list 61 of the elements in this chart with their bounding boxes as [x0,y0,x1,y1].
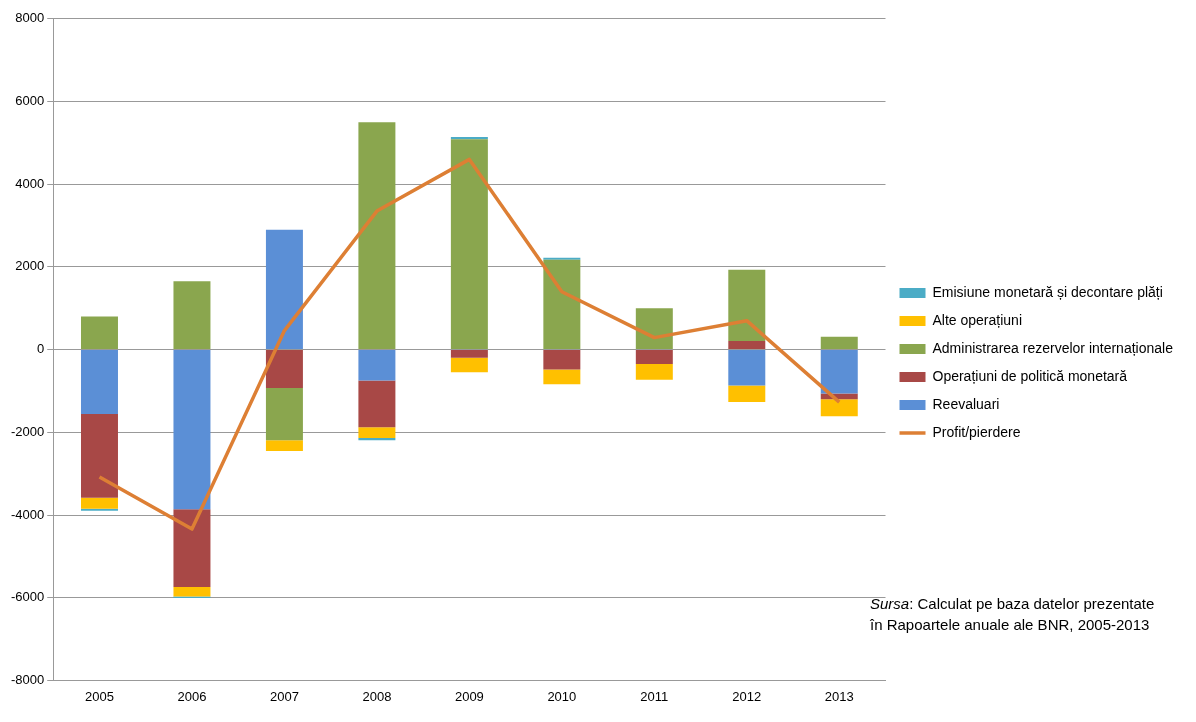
x-tick-label: 2006 [177,688,207,704]
y-tick-label: 8000 [15,10,45,26]
y-tick-label: 2000 [15,258,45,274]
bar [173,509,211,587]
bar [820,336,858,350]
legend-label: Operațiuni de politică monetară [932,367,1128,384]
y-tick-label: 6000 [15,93,45,109]
bar [728,269,766,341]
bar [173,350,211,510]
bar [820,350,858,394]
bar [265,229,303,350]
bar [543,350,581,370]
bar [450,137,488,140]
bar [450,139,488,350]
bar [543,259,581,350]
x-tick-label: 2013 [824,688,854,704]
y-tick-label: -2000 [11,423,45,439]
x-tick-label: 2010 [547,688,577,704]
bar [80,508,118,511]
legend-label: Profit/pierdere [932,423,1021,440]
bar [80,350,118,415]
bar [635,308,673,350]
bar [450,350,488,358]
bar [173,281,211,350]
legend-label: Emisiune monetară și decontare plăți [932,283,1163,300]
bar [265,350,303,389]
bar [728,350,766,386]
bar [543,369,581,385]
x-tick-label: 2005 [85,688,114,704]
legend-label: Reevaluari [932,395,1000,412]
bar [358,380,396,428]
x-tick-label: 2009 [454,688,484,704]
bar [450,357,488,373]
bar [820,399,858,417]
bar [728,340,766,350]
bar [358,122,396,350]
bar [543,257,581,260]
x-tick-label: 2011 [640,688,669,704]
bar [358,438,396,441]
legend-label: Administrarea rezervelor internaționale [932,339,1174,356]
bar [173,586,211,597]
bar [358,350,396,381]
y-tick-label: -4000 [11,506,45,522]
bar [80,414,118,498]
annotation: Sursa: Calculat pe baza datelor prezentate în Rapoartele anuale ale BNR, 2005-2013 [870,595,1155,633]
bar [728,385,766,403]
x-tick-label: 2012 [732,688,762,704]
y-tick-label: 0 [37,341,45,357]
bar [358,427,396,439]
bar [265,440,303,451]
bar [635,364,673,380]
x-tick-label: 2007 [269,688,299,704]
x-tick-label: 2008 [362,688,392,704]
y-tick-label: -8000 [11,671,45,687]
y-tick-label: -6000 [11,589,45,605]
bar [80,497,118,509]
bar [265,388,303,441]
legend-label: Alte operațiuni [932,311,1023,328]
y-tick-label: 4000 [15,175,45,191]
bar [635,350,673,365]
bar [80,316,118,350]
